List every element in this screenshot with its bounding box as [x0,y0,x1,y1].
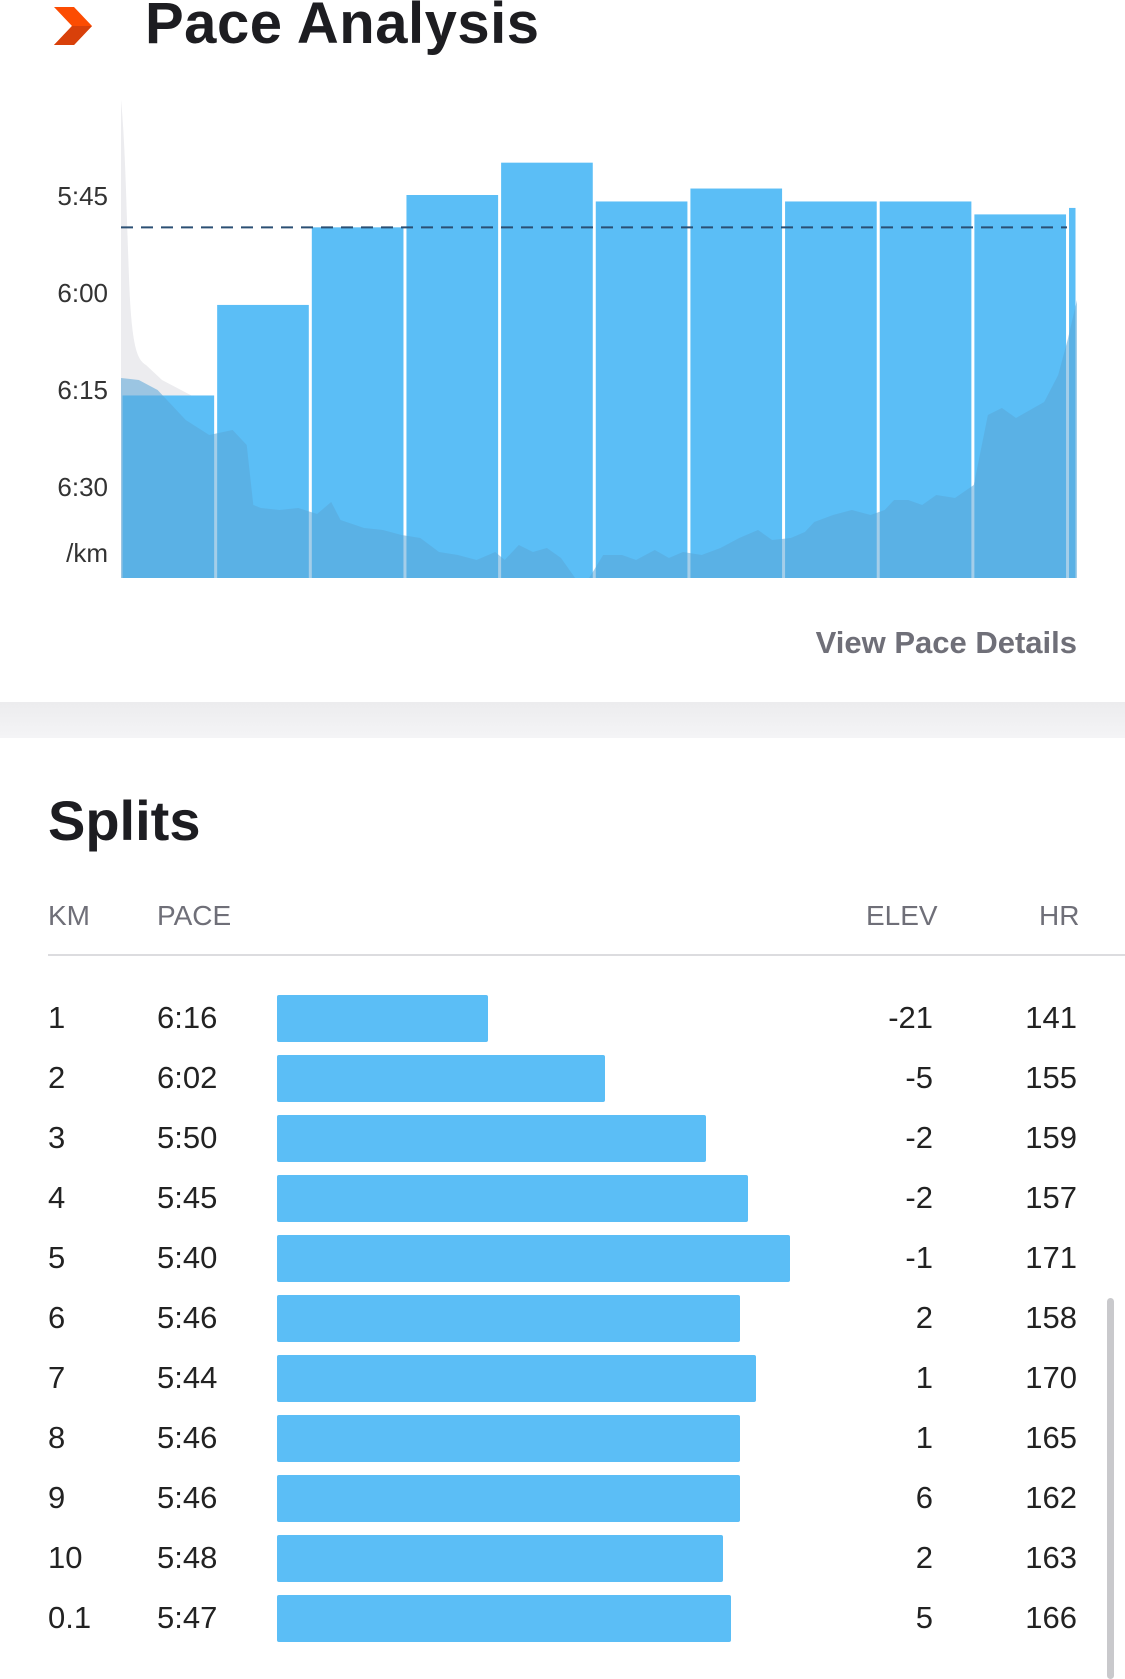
split-row[interactable]: 4 5:45 -2 157 [0,1173,1125,1233]
column-header-hr: HR [1039,900,1080,931]
y-tick-label: 6:15 [57,375,108,405]
split-hr: 155 [1025,1060,1077,1095]
pace-bar [406,195,499,578]
split-row[interactable]: 9 5:46 6 162 [0,1473,1125,1533]
split-pace: 5:46 [157,1300,218,1335]
split-row[interactable]: 3 5:50 -2 159 [0,1113,1125,1173]
split-elev: -2 [905,1180,933,1215]
split-km: 8 [48,1420,66,1455]
split-pace: 5:46 [157,1420,218,1455]
split-pace: 5:40 [157,1240,218,1275]
split-hr: 141 [1025,1000,1077,1035]
header: Pace Analysis [0,0,1125,70]
pace-bar [501,162,593,578]
split-pace-bar [277,1175,748,1222]
split-hr: 158 [1025,1300,1077,1335]
split-km: 4 [48,1180,66,1215]
section-divider [0,702,1125,738]
pace-bar [690,188,783,578]
split-elev: -5 [905,1060,933,1095]
split-pace: 5:44 [157,1360,218,1395]
split-pace: 5:47 [157,1600,218,1635]
split-elev: 1 [915,1420,933,1455]
split-hr: 159 [1025,1120,1077,1155]
y-unit-label: /km [66,538,108,568]
split-pace-bar [277,995,488,1042]
split-elev: -2 [905,1120,933,1155]
split-km: 6 [48,1300,66,1335]
split-km: 3 [48,1120,66,1155]
split-elev: 2 [915,1300,933,1335]
split-row[interactable]: 10 5:48 2 163 [0,1533,1125,1593]
split-elev: 6 [915,1480,933,1515]
split-km: 7 [48,1360,66,1395]
y-tick-label: 6:00 [57,278,108,308]
split-km: 10 [48,1540,83,1575]
elevation-area [121,300,1077,578]
split-pace-bar [277,1535,723,1582]
scrollbar[interactable] [1107,1298,1114,1679]
split-pace: 5:48 [157,1540,218,1575]
split-km: 2 [48,1060,66,1095]
view-pace-details-link[interactable]: View Pace Details [815,625,1077,660]
split-hr: 171 [1025,1240,1077,1275]
split-km: 9 [48,1480,66,1515]
split-pace: 5:50 [157,1120,218,1155]
split-row[interactable]: 2 6:02 -5 155 [0,1053,1125,1113]
split-pace: 5:45 [157,1180,218,1215]
split-elev: -21 [888,1000,933,1035]
split-km: 1 [48,1000,66,1035]
split-pace: 5:46 [157,1480,218,1515]
split-km: 0.1 [48,1600,92,1635]
y-tick-label: 6:30 [57,472,108,502]
split-hr: 165 [1025,1420,1077,1455]
split-km: 5 [48,1240,66,1275]
split-hr: 170 [1025,1360,1077,1395]
split-pace-bar [277,1115,706,1162]
split-row[interactable]: 1 6:16 -21 141 [0,993,1125,1053]
page-title: Pace Analysis [145,0,540,56]
split-row[interactable]: 6 5:46 2 158 [0,1293,1125,1353]
split-elev: 1 [915,1360,933,1395]
split-elev: -1 [905,1240,933,1275]
split-row[interactable]: 7 5:44 1 170 [0,1353,1125,1413]
column-header-elev: ELEV [866,900,938,931]
splits-title: Splits [48,789,201,852]
split-pace-bar [277,1055,606,1102]
split-pace-bar [277,1595,732,1642]
split-hr: 166 [1025,1600,1077,1635]
split-row[interactable]: 8 5:46 1 165 [0,1413,1125,1473]
split-pace: 6:02 [157,1060,218,1095]
split-hr: 157 [1025,1180,1077,1215]
split-pace: 6:16 [157,1000,218,1035]
pace-bar [595,201,688,578]
split-elev: 2 [915,1540,933,1575]
split-pace-bar [277,1355,757,1402]
split-hr: 162 [1025,1480,1077,1515]
split-row[interactable]: 5 5:40 -1 171 [0,1233,1125,1293]
split-row[interactable]: 0.1 5:47 5 166 [0,1593,1125,1653]
split-pace-bar [277,1235,790,1282]
column-header-pace: PACE [157,900,232,931]
split-hr: 163 [1025,1540,1077,1575]
y-tick-label: 5:45 [57,181,108,211]
header-divider [48,954,1125,956]
split-elev: 5 [915,1600,933,1635]
pace-chart-container: 5:45 6:00 6:15 6:30/km [0,90,1125,610]
column-header-km: KM [48,900,90,931]
orange-chevron-icon [54,7,92,45]
split-pace-bar [277,1295,740,1342]
pace-chart: 5:45 6:00 6:15 6:30/km [57,100,1077,579]
split-pace-bar [277,1475,740,1522]
split-pace-bar [277,1415,740,1462]
